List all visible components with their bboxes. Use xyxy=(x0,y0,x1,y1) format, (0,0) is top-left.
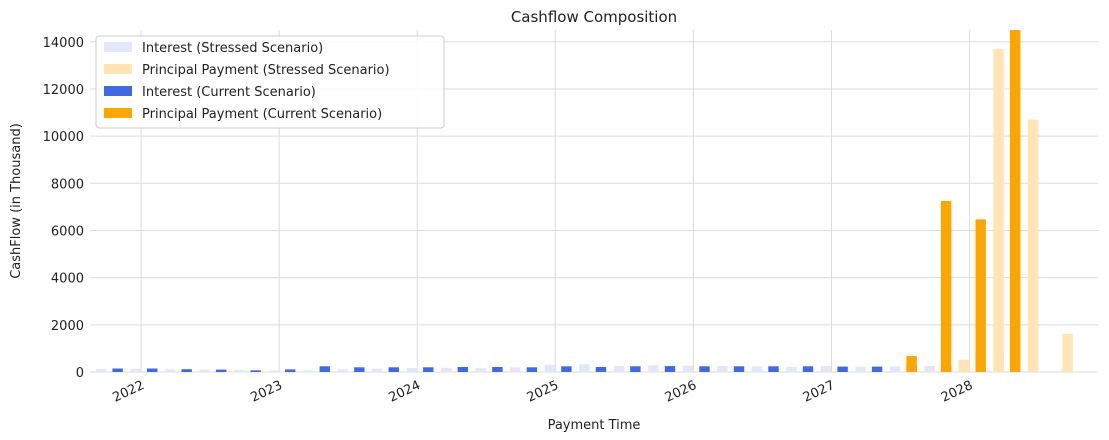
legend-box xyxy=(95,35,445,129)
principal-bar xyxy=(993,48,1004,373)
bars xyxy=(95,30,1073,373)
x-tick-label: 2028 xyxy=(939,378,975,406)
interest-bar xyxy=(337,369,348,372)
principal-bar xyxy=(958,359,970,372)
principal-bar xyxy=(940,201,952,372)
x-tick-label: 2023 xyxy=(249,378,285,406)
principal-bar xyxy=(1010,30,1021,372)
interest-bar xyxy=(802,366,814,372)
y-tick-label: 0 xyxy=(76,366,84,381)
interest-bar xyxy=(372,368,383,372)
interest-bar xyxy=(319,366,330,372)
interest-bar xyxy=(199,369,210,372)
interest-bar xyxy=(768,366,779,372)
interest-bar xyxy=(303,370,314,372)
legend-label: Interest (Stressed Scenario) xyxy=(142,41,323,56)
principal-bar xyxy=(1062,333,1073,372)
interest-bar xyxy=(733,366,745,372)
legend-label: Principal Payment (Stressed Scenario) xyxy=(142,63,390,78)
chart-title: Cashflow Composition xyxy=(511,8,677,26)
y-tick-label: 8000 xyxy=(51,177,84,192)
interest-bar xyxy=(457,367,468,372)
y-tick-label: 4000 xyxy=(51,272,84,287)
interest-bar xyxy=(423,367,434,372)
legend-swatch xyxy=(104,64,132,74)
interest-bar xyxy=(250,370,261,372)
interest-bar xyxy=(268,370,279,372)
interest-bar xyxy=(164,369,176,372)
principal-bar xyxy=(1027,119,1039,372)
interest-bar xyxy=(855,366,866,372)
legend-label: Principal Payment (Current Scenario) xyxy=(142,107,382,122)
y-tick-label: 12000 xyxy=(43,83,84,98)
interest-bar xyxy=(388,367,399,372)
interest-bar xyxy=(147,368,158,372)
interest-bar xyxy=(475,368,486,372)
y-tick-label: 10000 xyxy=(43,130,84,145)
interest-bar xyxy=(717,365,728,372)
interest-bar xyxy=(561,366,572,372)
interest-bar xyxy=(112,368,123,372)
interest-bar xyxy=(889,366,901,372)
x-tick-label: 2022 xyxy=(110,378,146,406)
x-tick-label: 2024 xyxy=(387,378,423,406)
y-tick-label: 14000 xyxy=(43,36,84,51)
interest-bar xyxy=(664,366,676,372)
x-axis-label: Payment Time xyxy=(548,418,641,433)
interest-bar xyxy=(510,367,521,372)
y-tick-label: 6000 xyxy=(51,224,84,239)
interest-bar xyxy=(234,370,245,372)
interest-bar xyxy=(751,366,763,372)
legend-swatch xyxy=(104,108,132,118)
interest-bar xyxy=(820,366,832,372)
principal-bar xyxy=(906,356,917,372)
interest-bar xyxy=(285,369,296,372)
y-tick-label: 2000 xyxy=(51,319,84,334)
interest-bar xyxy=(924,366,935,372)
x-tick-label: 2026 xyxy=(663,378,699,406)
interest-bar xyxy=(492,367,503,372)
interest-bar xyxy=(354,367,365,372)
legend-swatch xyxy=(104,86,132,96)
interest-bar xyxy=(699,366,710,372)
interest-bar xyxy=(181,369,192,372)
interest-bar xyxy=(441,367,452,372)
principal-bar xyxy=(975,219,986,372)
interest-bar xyxy=(630,366,641,372)
interest-bar xyxy=(526,367,538,372)
interest-bar xyxy=(682,365,694,372)
legend-swatch xyxy=(104,42,132,52)
interest-bar xyxy=(837,366,848,372)
legend-label: Interest (Current Scenario) xyxy=(142,85,316,100)
interest-bar xyxy=(648,365,659,372)
interest-bar xyxy=(130,368,141,372)
x-tick-label: 2025 xyxy=(525,378,561,406)
interest-bar xyxy=(786,366,797,372)
y-axis-label: CashFlow (in Thousand) xyxy=(9,123,24,279)
interest-bar xyxy=(216,369,227,372)
interest-bar xyxy=(595,367,607,372)
interest-bar xyxy=(95,368,107,372)
x-tick-label: 2027 xyxy=(801,378,837,406)
interest-bar xyxy=(406,368,417,372)
interest-bar xyxy=(544,364,555,372)
legend: Interest (Stressed Scenario) Principal Pa… xyxy=(95,35,445,129)
interest-bar xyxy=(579,364,590,372)
interest-bar xyxy=(613,365,625,372)
interest-bar xyxy=(871,366,883,372)
